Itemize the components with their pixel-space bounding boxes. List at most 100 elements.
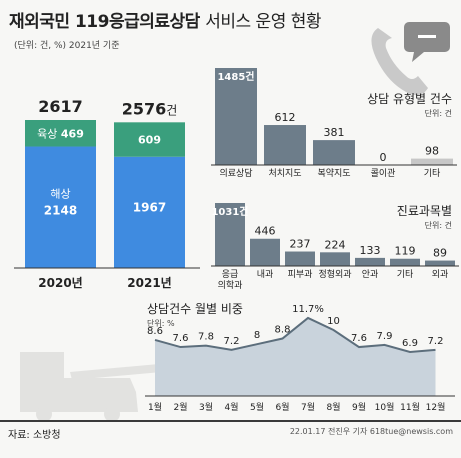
chart-title: 상담건수 월별 비중 [147,302,243,316]
bar-value-label: 237 [290,238,311,251]
point-value-label: 7.2 [428,336,444,347]
bar-sea [25,146,96,268]
point-value-label: 7.6 [351,333,367,344]
point-value-label: 6.9 [402,338,418,349]
bar-value-label: 0 [380,151,387,164]
unit-note: (단위: 건, %) 2021년 기준 [14,41,120,51]
month-label: 12월 [426,401,446,413]
bar [425,260,455,266]
chart-unit: 단위: 건 [425,220,452,230]
point-value-label: 8.6 [147,326,163,337]
month-label: 8월 [326,401,340,413]
land-series-name: 육상 [37,127,61,140]
phone-handset [371,28,428,96]
truck-wheel [36,406,52,422]
month-label: 11월 [400,401,420,413]
bar-value-label: 446 [255,225,276,238]
month-label: 6월 [275,401,289,413]
bar [390,258,420,266]
bar-value-label: 133 [360,244,381,257]
category-label: 기타 [424,168,441,179]
divider [0,420,461,422]
chart-title: 진료과목별 [397,204,452,218]
category-label: 의료상담 [219,167,252,179]
bar-value-label: 1031건 [211,205,248,218]
area-fill [155,317,436,396]
bar [215,203,245,266]
point-value-label: 7.2 [224,336,240,347]
area-line [154,316,436,354]
category-label: 의학과 [218,280,243,291]
month-label: 1월 [148,401,162,413]
land-value: 469 [61,127,84,140]
bar-value-label: 98 [425,145,439,158]
land-label: 육상 469 [37,127,84,140]
point-value-label: 7.9 [377,331,393,342]
title-bold: 재외국민 119응급의료상담 [9,12,200,32]
category-label: 응급 [222,269,239,280]
truck-wheel [104,406,120,422]
chart-title: 상담 유형별 건수 [367,92,452,106]
point-value-label: 8 [254,330,260,341]
category-label: 처치지도 [268,167,301,179]
title-light: 서비스 운영 현황 [205,12,322,32]
total-label: 2617 [38,97,83,116]
bar [355,257,385,266]
bar-land [25,120,96,147]
category-label: 외과 [432,268,449,280]
chart-unit: 단위: % [147,318,175,328]
chart-unit: 단위: 건 [425,108,452,118]
bar [313,140,355,165]
month-label: 9월 [352,401,366,413]
month-label: 7월 [301,401,315,413]
category-label: 정형외과 [318,268,351,280]
bar [320,252,350,266]
bar [250,238,280,266]
point-value-label: 11.7% [292,304,324,315]
speech-bubble-tail [412,52,424,62]
sea-value: 1967 [133,200,166,214]
source-text: 자료: 소방청 [8,430,61,441]
bar [215,68,257,165]
bar-sea [114,156,185,268]
sea-value: 2148 [44,204,77,218]
bar-value-label: 119 [395,245,416,258]
bar-value-label: 381 [324,126,345,139]
point-value-label: 7.6 [173,333,189,344]
point-value-label: 7.8 [198,332,214,343]
bubble-dash [418,35,436,38]
bar-value-label: 224 [325,238,346,251]
truck-body [60,378,138,412]
month-label: 2월 [173,401,187,413]
bar-value-label: 1485건 [217,70,254,83]
bar [411,158,453,165]
total-suffix: 건 [166,103,177,117]
category-label: 안과 [362,269,379,280]
truck-cabin [20,352,64,412]
category-label: 콜이관 [371,168,396,179]
bar [264,125,306,165]
category-label: 기타 [397,269,414,280]
phone-icon [371,22,450,96]
bar [285,251,315,266]
credit-text: 22.01.17 전진우 기자 618tue@newsis.com [289,427,453,436]
category-label: 피부과 [288,269,313,280]
page-title: 재외국민 119응급의료상담 서비스 운영 현황 [9,7,322,32]
category-label: 복약지도 [317,167,350,179]
bar-value-label: 89 [433,247,447,260]
year-label: 2021년 [127,276,171,290]
land-value: 609 [138,134,161,147]
bar-land [114,122,185,157]
fire-truck-icon [20,352,228,422]
point-value-label: 8.8 [275,325,291,336]
bar-value-label: 612 [275,111,296,124]
month-label: 10월 [375,401,395,413]
category-label: 내과 [257,269,274,280]
month-label: 4월 [224,401,238,413]
month-label: 3월 [199,401,213,413]
year-label: 2020년 [38,276,82,290]
month-label: 5월 [250,401,264,413]
total-label: 2576건 [122,99,178,118]
